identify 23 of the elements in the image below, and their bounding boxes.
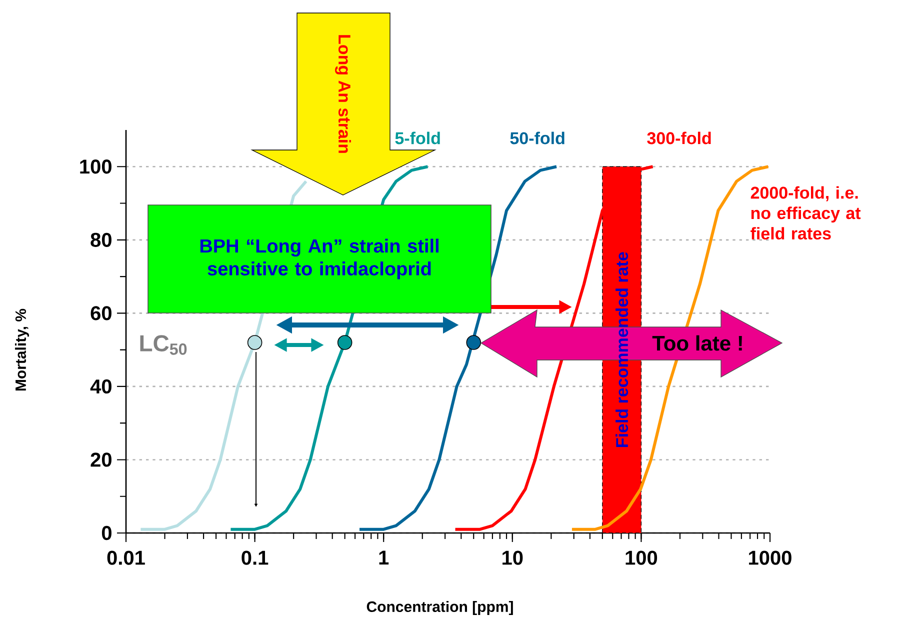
x-tick-label: 0.1 bbox=[242, 550, 268, 565]
annotation: LC$_{50}$ bbox=[140, 335, 187, 355]
annotation: BPH “Long An” strain still sensitive to imidacloprid bbox=[200, 238, 438, 280]
x-tick-label: 1 bbox=[379, 550, 389, 564]
x-tick-label: 100 bbox=[626, 550, 658, 565]
annotation: Too late ! bbox=[652, 335, 742, 351]
y-tick-label: 80 bbox=[90, 232, 112, 247]
x-tick-label: 1000 bbox=[749, 550, 792, 565]
y-tick-label: 100 bbox=[80, 160, 112, 174]
band-label: Field recommended rate bbox=[616, 252, 628, 447]
annotation: 2000-fold, i.e. no efficacy at field rates bbox=[750, 186, 861, 240]
y-tick-label: 40 bbox=[90, 379, 112, 394]
series-label: 5-fold bbox=[395, 132, 440, 144]
y-tick-label: 20 bbox=[90, 452, 112, 467]
series-label: 50-fold bbox=[510, 132, 564, 144]
series-label: 300-fold bbox=[647, 132, 711, 144]
x-axis-title: Concentration [ppm] bbox=[366, 601, 513, 615]
y-tick-label: 0 bbox=[102, 526, 112, 540]
y-tick-label: 60 bbox=[90, 306, 112, 320]
annotation: Long An strain bbox=[335, 35, 351, 153]
y-axis-title: Mortality, % bbox=[15, 308, 29, 391]
x-tick-label: 10 bbox=[502, 550, 523, 565]
x-tick-label: 0.01 bbox=[107, 550, 145, 565]
